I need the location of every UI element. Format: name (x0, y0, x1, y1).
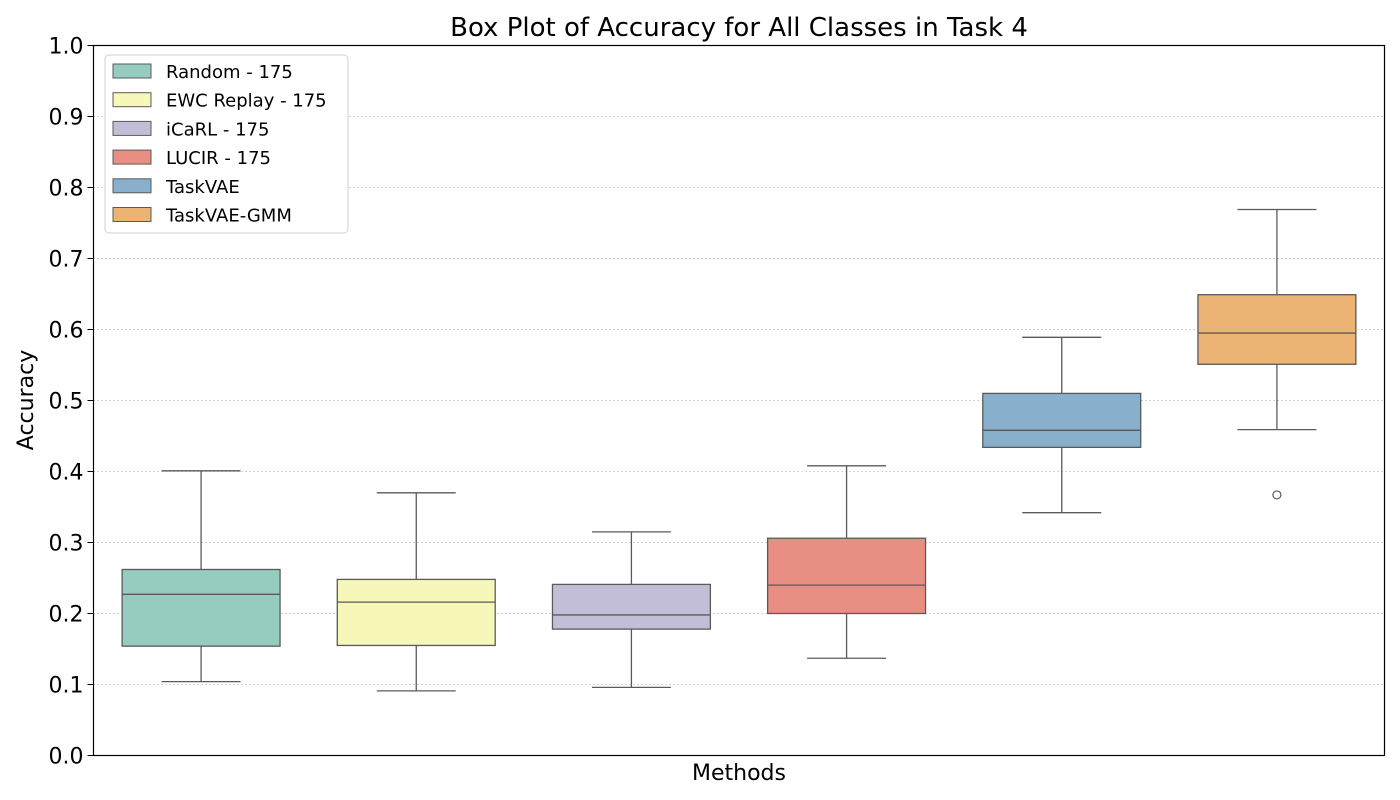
y-tick-label: 0.7 (49, 248, 84, 273)
legend-frame (104, 54, 349, 234)
legend-swatch (112, 92, 152, 108)
y-tick-label: 0.9 (49, 106, 84, 131)
box-1 (121, 470, 281, 683)
box-body (336, 578, 496, 647)
legend-swatch (112, 149, 152, 165)
y-tick-label: 0.0 (49, 745, 84, 770)
legend-label: iCaRL - 175 (166, 119, 269, 140)
outlier-point (1272, 490, 1282, 500)
chart-title: Box Plot of Accuracy for All Classes in … (450, 13, 1028, 43)
box-3 (551, 531, 712, 688)
boxes (121, 208, 1357, 692)
y-tick-label: 0.4 (49, 461, 84, 486)
legend-swatch (112, 63, 152, 79)
box-body (1197, 294, 1357, 365)
box-4 (766, 465, 927, 659)
y-tick-label: 0.5 (49, 390, 84, 415)
legend-swatch (112, 207, 152, 222)
box-body (766, 537, 927, 615)
legend-swatch (112, 120, 152, 136)
box-body (551, 583, 712, 630)
y-tick-label: 0.1 (49, 674, 84, 699)
y-tick-label: 0.8 (49, 177, 84, 202)
y-tick-label: 1.0 (49, 35, 84, 60)
y-tick-label: 0.3 (49, 532, 84, 557)
box-5 (982, 336, 1142, 514)
legend-label: LUCIR - 175 (166, 148, 271, 169)
box-2 (336, 492, 496, 692)
box-body (121, 568, 281, 647)
box-6 (1197, 208, 1357, 500)
box-body (982, 392, 1142, 449)
legend-label: TaskVAE (165, 177, 240, 198)
y-axis-label: Accuracy (14, 350, 39, 450)
y-tick-label: 0.6 (49, 319, 84, 344)
legend: Random - 175 EWC Replay - 175 iCaRL - 175 L… (104, 54, 349, 234)
legend-label: TaskVAE-GMM (165, 206, 292, 227)
y-axis: 0.0 0.1 0.2 0.3 0.4 0.5 0.6 0.7 0.8 0.9 1.0 (49, 35, 94, 770)
y-tick-label: 0.2 (49, 603, 84, 628)
gridlines (93, 116, 1385, 685)
legend-label: Random - 175 (166, 62, 293, 83)
legend-label: EWC Replay - 175 (166, 91, 327, 112)
plot-frame (92, 44, 1386, 757)
x-axis-label: Methods (692, 761, 786, 786)
legend-swatch (112, 178, 152, 194)
